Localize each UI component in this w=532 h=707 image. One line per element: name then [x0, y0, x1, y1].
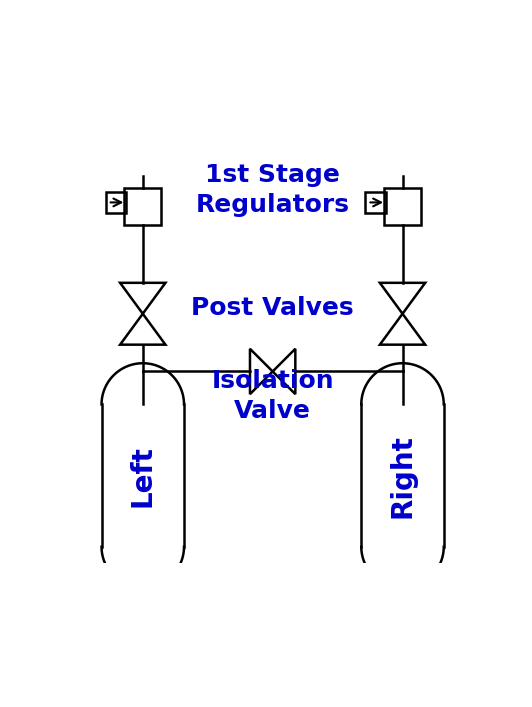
Text: Right: Right	[388, 433, 417, 518]
Text: Isolation
Valve: Isolation Valve	[211, 369, 334, 423]
Bar	[124, 188, 161, 225]
Text: Post Valves: Post Valves	[192, 296, 354, 320]
Text: Left: Left	[129, 445, 157, 506]
Bar	[106, 192, 126, 213]
Text: 1st Stage
Regulators: 1st Stage Regulators	[196, 163, 350, 217]
Bar	[384, 188, 421, 225]
Bar	[365, 192, 386, 213]
